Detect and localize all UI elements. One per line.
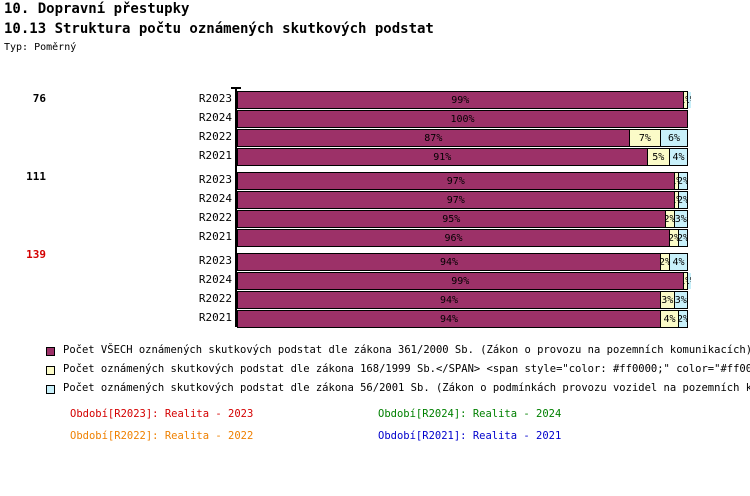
legend-item: Počet VŠECH oznámených skutkových podsta… — [0, 344, 750, 363]
legend-label-series-3: Počet oznámených skutkových podstat dle … — [63, 382, 750, 394]
stacked-bar: 96%2%2% — [237, 229, 688, 247]
stacked-bar-chart: 76 111 139 R202399%1%1%R2024100%R202287%… — [0, 82, 750, 332]
bar-segment-series-1: 91% — [238, 149, 647, 165]
legend-swatch-series-1 — [46, 347, 55, 356]
stacked-bar: 99%1%1% — [237, 91, 692, 109]
row-category-label: R2024 — [198, 192, 232, 205]
row-category-label: R2023 — [198, 92, 232, 105]
bar-segment-series-1: 97% — [238, 173, 674, 189]
bar-segment-series-2: 5% — [646, 149, 670, 165]
bar-segment-series-3: 3% — [673, 211, 687, 227]
row-category-label: R2021 — [198, 149, 232, 162]
bar-segment-series-2: 4% — [660, 311, 678, 327]
bar-segment-series-2: 2% — [660, 254, 670, 270]
bar-segment-series-2: 7% — [628, 130, 661, 146]
group-label-76: 76 — [32, 92, 46, 105]
chart-type-line: Typ: Poměrný — [4, 42, 77, 53]
legend-label-series-2: Počet oznámených skutkových podstat dle … — [63, 363, 750, 375]
bar-segment-series-1: 99% — [238, 92, 683, 108]
row-category-label: R2022 — [198, 292, 232, 305]
stacked-bar: 97%1%2% — [237, 172, 688, 190]
row-category-label: R2023 — [198, 173, 232, 186]
stacked-bar: 91% 5% 4% — [237, 148, 688, 166]
page-title-section: 10.13 Struktura počtu oznámených skutkov… — [4, 21, 434, 37]
bar-segment-series-3: 2% — [678, 173, 687, 189]
bar-segment-series-3: 1% — [686, 92, 692, 108]
series-legend: Počet VŠECH oznámených skutkových podsta… — [0, 344, 750, 401]
row-category-label: R2022 — [198, 211, 232, 224]
stacked-bar: 94%4%2% — [237, 310, 688, 328]
bar-segment-series-2: 1% — [673, 173, 678, 189]
bar-segment-series-1: 99% — [238, 273, 683, 289]
chart-y-axis — [235, 87, 237, 327]
bar-segment-series-1: 97% — [238, 192, 674, 208]
stacked-bar: 97%1%2% — [237, 191, 688, 209]
row-category-label: R2021 — [198, 230, 232, 243]
bar-segment-series-2: 2% — [664, 211, 674, 227]
bar-segment-series-2: 1% — [673, 192, 678, 208]
legend-swatch-series-3 — [46, 385, 55, 394]
bar-segment-series-2: 2% — [669, 230, 678, 246]
bar-segment-series-3: 2% — [678, 230, 687, 246]
bar-segment-series-3: 4% — [669, 254, 687, 270]
row-category-label: R2024 — [198, 111, 232, 124]
page-title-chapter: 10. Dopravní přestupky — [4, 1, 190, 17]
stacked-bar: 99%1%1% — [237, 272, 692, 290]
bar-segment-series-1: 100% — [238, 111, 687, 127]
bar-segment-series-3: 6% — [660, 130, 687, 146]
group-label-111: 111 — [26, 170, 46, 183]
stacked-bar: 94%2%4% — [237, 253, 688, 271]
group-label-139: 139 — [26, 248, 46, 261]
bar-segment-series-3: 2% — [678, 192, 687, 208]
stacked-bar: 95%2%3% — [237, 210, 688, 228]
bar-segment-series-2: 1% — [682, 273, 687, 289]
bar-segment-series-1: 94% — [238, 292, 661, 308]
bar-segment-series-2: 1% — [682, 92, 687, 108]
bar-segment-series-3: 3% — [673, 292, 687, 308]
period-label-r2023: Období[R2023]: Realita - 2023 — [70, 408, 254, 420]
legend-item: Počet oznámených skutkových podstat dle … — [0, 382, 750, 401]
bar-segment-series-1: 94% — [238, 311, 661, 327]
row-category-label: R2024 — [198, 273, 232, 286]
stacked-bar: 100% — [237, 110, 688, 128]
legend-item: Počet oznámených skutkových podstat dle … — [0, 363, 750, 382]
row-category-label: R2023 — [198, 254, 232, 267]
bar-segment-series-1: 96% — [238, 230, 670, 246]
period-label-r2021: Období[R2021]: Realita - 2021 — [378, 430, 562, 442]
stacked-bar: 87% 7% 6% — [237, 129, 688, 147]
bar-segment-series-3: 1% — [686, 273, 692, 289]
bar-segment-series-3: 4% — [669, 149, 687, 165]
chart-axis-tick — [231, 87, 241, 89]
bar-segment-series-1: 95% — [238, 211, 665, 227]
bar-segment-series-1: 87% — [238, 130, 629, 146]
stacked-bar: 94% 3% 3% — [237, 291, 688, 309]
bar-segment-series-2: 3% — [660, 292, 674, 308]
legend-swatch-series-2 — [46, 366, 55, 375]
period-label-r2022: Období[R2022]: Realita - 2022 — [70, 430, 254, 442]
period-label-r2024: Období[R2024]: Realita - 2024 — [378, 408, 562, 420]
row-category-label: R2021 — [198, 311, 232, 324]
legend-label-series-1: Počet VŠECH oznámených skutkových podsta… — [63, 344, 750, 356]
bar-segment-series-3: 2% — [678, 311, 687, 327]
bar-segment-series-1: 94% — [238, 254, 661, 270]
row-category-label: R2022 — [198, 130, 232, 143]
